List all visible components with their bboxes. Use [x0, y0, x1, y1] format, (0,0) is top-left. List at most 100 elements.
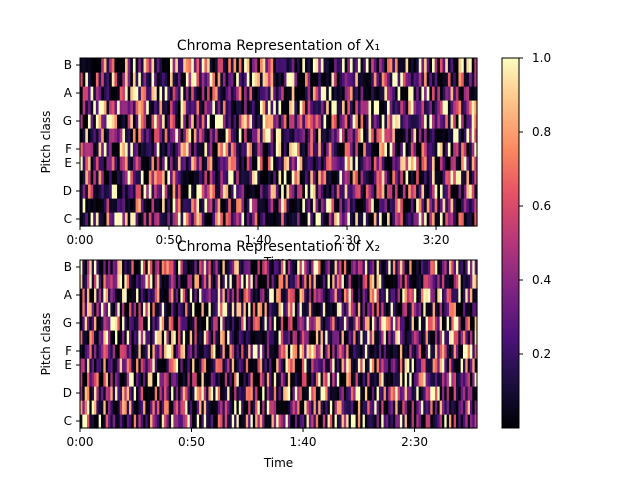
ax2-cell: [171, 274, 175, 289]
ax2-cell: [346, 372, 350, 387]
ax1-cell: [394, 58, 399, 73]
ax2-cell: [98, 344, 102, 359]
colorbar-tick-label: 0.2: [532, 347, 551, 361]
ax2-cell: [222, 274, 226, 289]
ax1-cell: [447, 212, 452, 227]
ax1-cell: [114, 170, 118, 185]
ax1-cell: [421, 114, 425, 129]
ax2-cell: [166, 400, 170, 415]
ax2-cell: [178, 316, 182, 331]
ax2-cell: [374, 400, 378, 415]
ax1-cell: [408, 58, 412, 73]
ax2-cell: [227, 358, 231, 373]
ax1-cell: [103, 142, 108, 157]
ax1-cell: [384, 212, 388, 227]
ax2-cell: [306, 400, 310, 415]
ax1-cell: [220, 212, 224, 227]
ax1-cell: [453, 86, 457, 101]
ax1-cell: [416, 58, 420, 73]
ax1-cell: [193, 156, 198, 171]
ax2-cell: [255, 288, 259, 303]
ax1-cell: [445, 86, 449, 101]
ax1-cell: [286, 198, 290, 213]
ax2-cell: [346, 330, 350, 345]
ax1-cell: [355, 86, 359, 101]
ax1-cell: [175, 128, 179, 143]
ax2-cell: [252, 274, 256, 289]
ax2-cell: [381, 330, 385, 345]
ax1-cell: [217, 142, 221, 157]
ax2-cell: [87, 372, 90, 387]
ax2-cell: [455, 372, 459, 387]
ax2-cell: [234, 386, 238, 401]
ax1-cell: [434, 198, 438, 213]
ax1-cell: [241, 86, 245, 101]
ax2-cell: [245, 302, 249, 317]
ax1-cell: [111, 86, 116, 101]
ax2-cell: [306, 344, 310, 359]
ax2-cell: [89, 400, 93, 415]
ax2-cell: [154, 400, 158, 415]
ax2-cell: [451, 260, 455, 275]
ax2-cell: [152, 344, 156, 359]
ax1-cell: [135, 142, 139, 157]
ax1-cell: [191, 100, 195, 115]
ax1-cell: [461, 58, 465, 73]
ax2-cell: [367, 358, 371, 373]
ax2-cell: [227, 316, 231, 331]
ax1-cell: [315, 170, 319, 185]
ax2-cell: [290, 330, 294, 345]
ax2-cell: [145, 372, 149, 387]
ax1-cell: [342, 212, 346, 227]
ax2-cell: [110, 414, 114, 429]
ax1-cell: [299, 58, 303, 73]
ax1-cell: [225, 156, 229, 171]
ax1-cell: [334, 128, 338, 143]
ax2-cell: [168, 358, 172, 373]
ax2-cell: [210, 260, 214, 275]
ax1-cell: [474, 142, 478, 157]
ax1-cell: [429, 58, 433, 73]
ax1-cell: [212, 198, 216, 213]
ax1-cell: [471, 128, 475, 143]
colorbar: 0.20.40.60.81.0: [501, 51, 551, 429]
ax2-cell: [103, 386, 107, 401]
ax1-cell: [434, 212, 438, 227]
ax2-cell: [341, 414, 345, 429]
ax1-cell: [299, 114, 303, 129]
ax2-cell: [325, 288, 329, 303]
ax1-cell: [439, 72, 444, 87]
ax2-cell: [159, 372, 163, 387]
ax1-cell: [85, 184, 89, 199]
ax2-cell: [159, 400, 163, 415]
ax2-cell: [124, 316, 128, 331]
ax1-cell: [360, 212, 364, 227]
ax1-cell: [201, 170, 205, 185]
ax1-cell: [381, 128, 385, 143]
ax1-cell: [421, 170, 425, 185]
ax2-cell: [252, 330, 256, 345]
ax1-cell: [101, 58, 105, 73]
ax1-cell: [154, 72, 158, 87]
ax1-cell: [193, 58, 198, 73]
ax1-cell: [286, 212, 290, 227]
ax2-cell: [308, 316, 312, 331]
ax1-cell: [265, 212, 269, 227]
ax2-cell: [339, 414, 343, 429]
ax1-cell: [445, 142, 449, 157]
ax1-cell: [172, 198, 176, 213]
ax2-cell: [423, 260, 427, 275]
ax2-cell: [301, 386, 305, 401]
ax1-cell: [299, 170, 303, 185]
ax2-cell: [164, 344, 168, 359]
ax1-cell: [212, 58, 216, 73]
ax2-cell: [257, 372, 261, 387]
ax1-cell: [138, 170, 142, 185]
ax1-cell: [376, 72, 380, 87]
ax2-cell: [178, 414, 182, 429]
ax1-cell: [389, 100, 393, 115]
ax1-cell: [267, 170, 272, 185]
ax1-cell: [270, 212, 274, 227]
ax2-cell: [441, 316, 445, 331]
ax2-cell: [425, 288, 429, 303]
